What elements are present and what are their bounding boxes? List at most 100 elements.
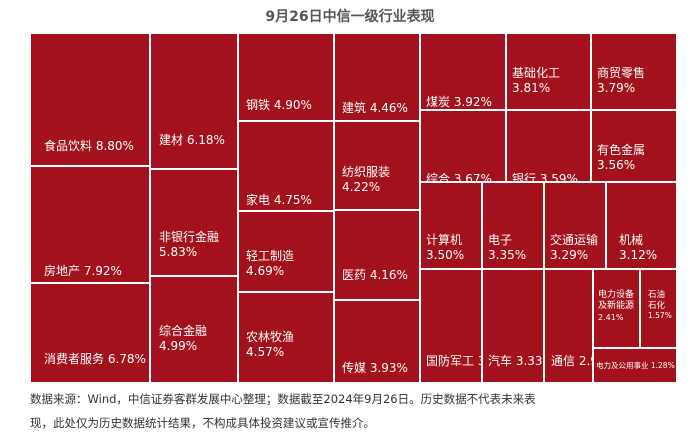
treemap-cell-label: 银行 3.59%	[512, 172, 578, 181]
treemap-cell-label: 农林牧渔	[246, 330, 295, 344]
treemap-cell: 商贸零售 3.79%	[591, 33, 677, 110]
source-note-line-1: 数据来源：Wind，中信证券客群发展中心整理；数据截至2024年9月26日。历史…	[30, 392, 536, 406]
treemap-cell-label: 机械	[619, 233, 644, 247]
treemap-cell-label: 基础化工 3.81%	[512, 66, 560, 96]
treemap-cell: 国防军工 3.44%	[420, 269, 482, 383]
treemap-cell-label: 通信 2.90%	[551, 354, 592, 369]
treemap-cell-label: 非银行金融	[159, 230, 220, 244]
treemap-cell-label: 通信 2.90%	[551, 354, 592, 368]
treemap-cell-label: 电子	[488, 233, 513, 247]
treemap-cell-sublabel: 3.35%	[488, 248, 527, 262]
chart-title: 9月26日中信一级行业表现	[265, 9, 435, 25]
treemap-cell-label: 消费者服务 6.78%	[44, 352, 146, 367]
treemap-cell-label: 轻工制造 4.69%	[246, 249, 294, 279]
treemap-cell-label: 农林牧渔 4.57%	[246, 330, 294, 360]
treemap-cell-label: 食品饮料 8.80%	[44, 139, 134, 153]
treemap-cell: 传媒 3.93%	[334, 300, 420, 383]
treemap-cell-sublabel: 4.99%	[159, 339, 198, 353]
treemap-cell: 计算机 3.50%	[420, 182, 482, 269]
treemap-cell-label: 机械 3.12%	[619, 233, 657, 263]
treemap-cell: 电力设备 及新能源 2.41%	[593, 269, 640, 348]
treemap-cell: 通信 2.90%	[544, 269, 593, 383]
treemap-cell: 机械 3.12%	[606, 182, 677, 269]
treemap-cell: 食品饮料 8.80%	[30, 33, 150, 166]
treemap-cell-sublabel: 4.69%	[246, 264, 285, 278]
treemap-cell-label: 综合 3.67%	[426, 172, 492, 182]
treemap-cell: 综合金融 4.99%	[150, 276, 238, 383]
treemap-cell-label: 电力及公用事业 1.28%	[596, 361, 675, 370]
treemap-cell-label: 交通运输	[550, 233, 599, 247]
treemap-cell: 汽车 3.33%	[482, 269, 544, 383]
treemap-cell: 有色金属 3.56%	[591, 110, 677, 182]
treemap-cell-label: 煤炭 3.92%	[426, 95, 492, 109]
treemap-cell-label: 汽车 3.33%	[488, 354, 543, 369]
treemap-cell-label: 建筑 4.46%	[342, 101, 408, 115]
treemap-cell: 综合 3.67%	[420, 110, 506, 182]
treemap-cell: 交通运输 3.29%	[544, 182, 606, 269]
treemap-cell: 农林牧渔 4.57%	[238, 292, 334, 383]
treemap-cell: 建材 6.18%	[150, 33, 238, 169]
treemap-cell: 石油 石化 1.57%	[640, 269, 677, 348]
treemap-cell: 消费者服务 6.78%	[30, 283, 150, 383]
treemap-cell-label: 电力及公用事业 1.28%	[596, 361, 675, 370]
treemap-cell-label: 综合金融 4.99%	[159, 324, 207, 354]
treemap-cell-sublabel: 3.29%	[550, 248, 589, 262]
treemap-cell-label: 钢铁 4.90%	[246, 98, 312, 112]
treemap-cell-label: 商贸零售	[597, 66, 646, 80]
treemap-cell-label: 建材 6.18%	[159, 133, 225, 148]
treemap-cell-label: 有色金属 3.56%	[597, 143, 645, 173]
treemap-cell-label: 医药 4.16%	[342, 268, 408, 283]
treemap-cell-label: 传媒 3.93%	[342, 361, 408, 376]
treemap-cell-label: 房地产 7.92%	[44, 264, 122, 279]
treemap-cell-label: 汽车 3.33%	[488, 354, 543, 368]
treemap-cell-label: 非银行金融 5.83%	[159, 230, 219, 260]
treemap-cell-label: 计算机 3.50%	[426, 233, 464, 263]
treemap-cell-label: 有色金属	[597, 143, 646, 157]
treemap-cell-label: 国防军工 3.44%	[426, 354, 481, 368]
treemap-cell-sublabel: 4.22%	[342, 180, 381, 194]
treemap-cell-sublabel: 4.57%	[246, 345, 285, 359]
treemap-cell-label: 家电 4.75%	[246, 193, 312, 208]
treemap-cell-sublabel: 2.41%	[598, 312, 624, 322]
treemap-cell-sublabel: 3.12%	[619, 248, 658, 262]
treemap-cell-label: 综合 3.67%	[426, 172, 492, 182]
treemap-cell-label2: 石化	[648, 300, 666, 311]
treemap-cell-sublabel: 5.83%	[159, 245, 198, 259]
treemap-cell-label: 房地产 7.92%	[44, 264, 122, 278]
treemap-cell-label: 石油	[648, 290, 666, 300]
treemap-cell-label: 石油 石化 1.57%	[648, 290, 672, 321]
treemap-cell-label: 医药 4.16%	[342, 268, 408, 282]
treemap-cell-sublabel: 3.81%	[512, 81, 551, 95]
treemap-cell-label: 国防军工 3.44%	[426, 354, 481, 369]
treemap-chart: 食品饮料 8.80% 房地产 7.92% 消费者服务 6.78% 建材 6.18% 非银…	[30, 33, 677, 383]
treemap-cell-label: 计算机	[426, 233, 463, 247]
treemap-cell-label: 基础化工	[512, 66, 561, 80]
treemap-cell-label: 建筑 4.46%	[342, 101, 408, 116]
treemap-cell: 纺织服装 4.22%	[334, 121, 420, 210]
treemap-cell-sublabel: 1.57%	[648, 311, 672, 321]
treemap-cell-label: 电力设备	[598, 290, 635, 300]
treemap-cell-label: 电力设备 及新能源 2.41%	[598, 290, 634, 323]
treemap-cell-label: 轻工制造	[246, 249, 295, 263]
treemap-cell-label: 商贸零售 3.79%	[597, 66, 645, 96]
treemap-cell-label: 消费者服务 6.78%	[44, 352, 146, 366]
treemap-cell-label: 传媒 3.93%	[342, 361, 408, 375]
treemap-cell: 房地产 7.92%	[30, 166, 150, 283]
treemap-cell-label: 纺织服装 4.22%	[342, 165, 390, 195]
treemap-cell-label2: 及新能源	[598, 301, 635, 312]
treemap-cell: 电子 3.35%	[482, 182, 544, 269]
treemap-cell-sublabel: 3.79%	[597, 81, 636, 95]
source-note-line-2: 现，此处仅为历史数据统计结果，不构成具体投资建议或宣传推介。	[30, 416, 375, 430]
treemap-cell-label: 建材 6.18%	[159, 133, 225, 147]
treemap-cell: 轻工制造 4.69%	[238, 211, 334, 292]
treemap-cell: 煤炭 3.92%	[420, 33, 506, 110]
treemap-cell: 医药 4.16%	[334, 210, 420, 300]
treemap-cell: 非银行金融 5.83%	[150, 169, 238, 276]
treemap-cell-label: 钢铁 4.90%	[246, 98, 312, 113]
treemap-cell: 电力及公用事业 1.28%	[593, 348, 677, 383]
treemap-cell-label: 综合金融	[159, 324, 208, 338]
treemap-cell-label: 交通运输 3.29%	[550, 233, 598, 263]
treemap-cell: 钢铁 4.90%	[238, 33, 334, 121]
treemap-cell-sublabel: 3.56%	[597, 158, 636, 172]
treemap-cell: 建筑 4.46%	[334, 33, 420, 121]
